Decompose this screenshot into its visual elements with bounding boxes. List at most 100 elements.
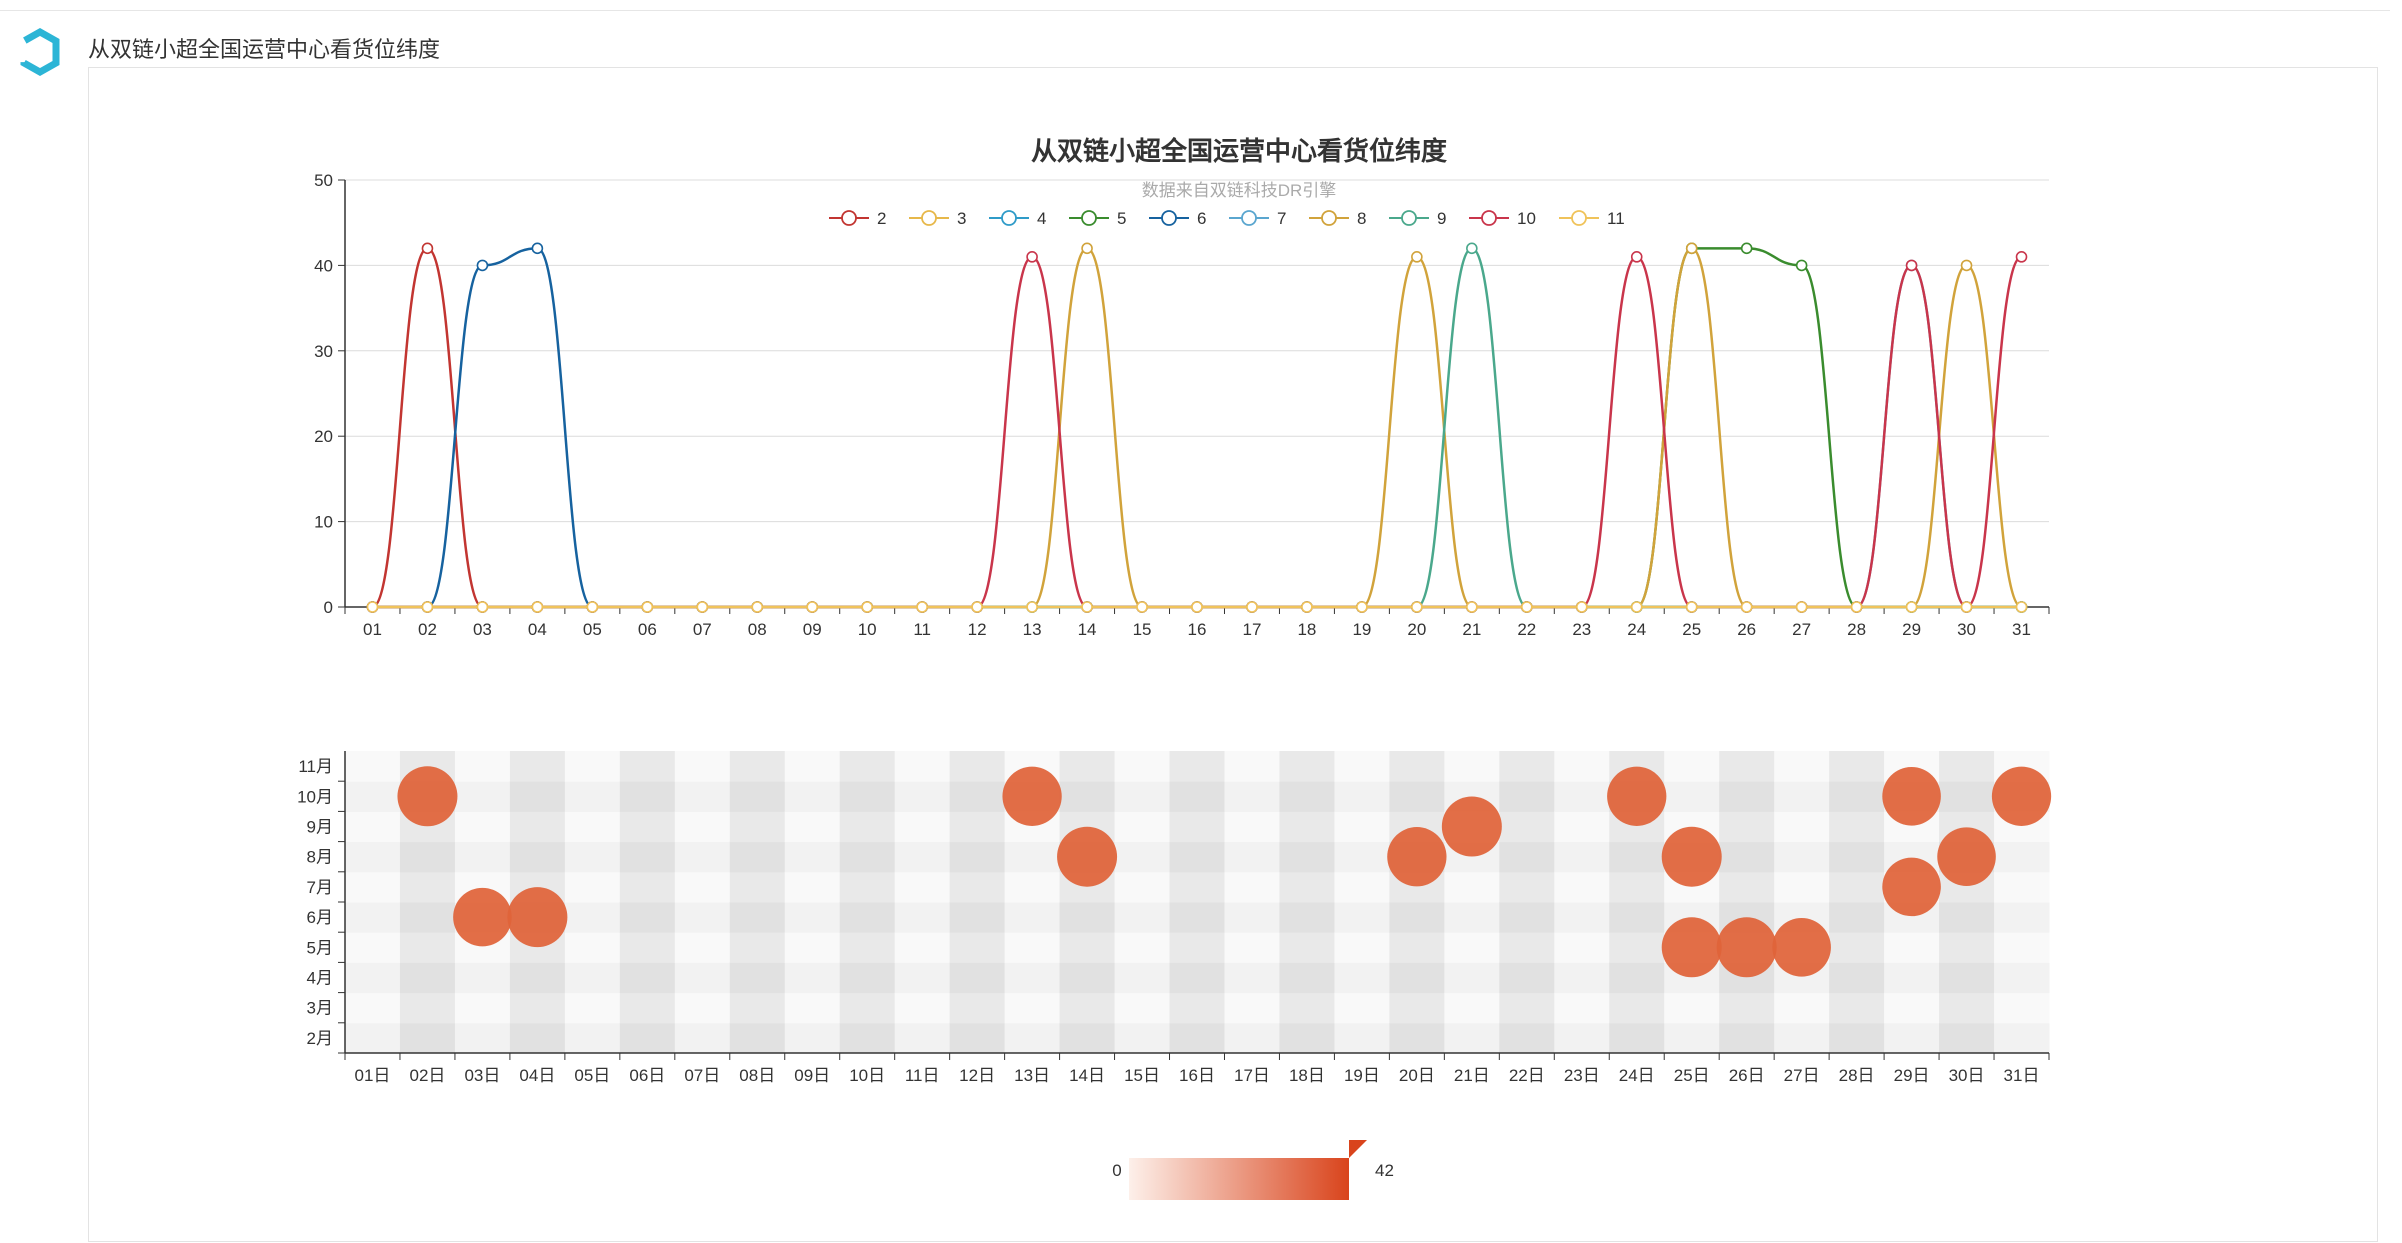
legend-item-5[interactable]: 5 [1069,209,1126,228]
data-point[interactable] [531,601,544,613]
x-tick-label: 16 [1188,620,1207,639]
data-point[interactable] [2015,251,2028,263]
bubble-point[interactable] [1387,827,1447,887]
data-point[interactable] [476,259,489,272]
grid-cell [1114,992,1171,1024]
data-point[interactable] [1356,601,1368,613]
data-point[interactable] [1136,601,1148,613]
visual-map-handle[interactable] [1349,1140,1367,1158]
data-point[interactable] [751,601,764,613]
bubble-point[interactable] [1716,917,1777,978]
data-point[interactable] [1740,242,1753,255]
grid-cell [1609,962,1665,994]
data-point[interactable] [1466,242,1478,255]
grid-cell [1004,1022,1061,1054]
data-point[interactable] [366,601,379,613]
grid-cell [1389,962,1445,994]
bubble-point[interactable] [1661,826,1722,887]
data-point[interactable] [1795,601,1808,613]
data-point[interactable] [1850,601,1863,613]
legend-item-9[interactable]: 9 [1389,209,1446,228]
x-tick-label: 17 [1243,620,1262,639]
data-point[interactable] [2015,601,2028,613]
grid-cell [1829,841,1885,873]
grid-cell [1554,962,1610,994]
data-point[interactable] [1191,601,1203,613]
data-point[interactable] [476,601,489,613]
data-point[interactable] [641,601,654,613]
bubble-point[interactable] [1772,918,1831,977]
legend-item-7[interactable]: 7 [1229,209,1286,228]
data-point[interactable] [1411,251,1423,263]
legend-item-11[interactable]: 11 [1559,209,1625,228]
data-point[interactable] [586,601,599,613]
grid-cell [1499,992,1555,1024]
data-point[interactable] [1685,601,1698,613]
legend-item-6[interactable]: 6 [1149,209,1206,228]
data-point[interactable] [1026,601,1038,613]
legend-item-3[interactable]: 3 [909,209,966,228]
bubble-point[interactable] [1002,766,1062,826]
legend-swatch-marker [1401,210,1417,226]
bubble-point[interactable] [507,887,568,948]
bubble-point[interactable] [1441,796,1502,857]
legend-item-8[interactable]: 8 [1309,209,1366,228]
grid-cell [839,962,896,994]
data-point[interactable] [1575,601,1588,613]
data-point[interactable] [1411,601,1423,613]
data-point[interactable] [1905,259,1918,272]
y-tick-label: 50 [314,171,333,190]
data-point[interactable] [1960,259,1973,272]
data-point[interactable] [1301,601,1313,613]
data-point[interactable] [1905,601,1918,613]
grid-cell [1334,871,1390,903]
bubble-point[interactable] [1882,857,1941,917]
data-point[interactable] [916,601,928,613]
data-point[interactable] [971,601,983,613]
data-point[interactable] [1630,251,1643,263]
bubble-point[interactable] [1057,826,1118,887]
grid-cell [345,902,401,933]
visual-map-gradient-bar[interactable] [1129,1158,1349,1200]
grid-cell [1499,841,1555,873]
bubble-point[interactable] [1991,766,2052,826]
grid-cell [1829,811,1885,843]
data-point[interactable] [421,242,434,255]
grid-cell [1279,781,1335,812]
data-point[interactable] [1081,601,1093,613]
grid-cell [1114,902,1171,933]
legend-item-2[interactable]: 2 [829,209,886,228]
data-point[interactable] [1466,601,1478,613]
data-point[interactable] [421,601,434,613]
data-point[interactable] [1081,242,1093,255]
data-point[interactable] [1026,251,1038,263]
data-point[interactable] [1740,601,1753,613]
data-point[interactable] [1960,601,1973,613]
data-point[interactable] [861,601,873,613]
grid-cell [1829,1022,1885,1054]
data-point[interactable] [806,601,819,613]
data-point[interactable] [1521,601,1533,613]
bubble-point[interactable] [1607,766,1667,826]
data-point[interactable] [531,242,544,255]
data-point[interactable] [1630,601,1643,613]
grid-cell [894,871,951,903]
bubble-point[interactable] [1882,767,1941,826]
bubble-point[interactable] [397,766,458,827]
legend-item-4[interactable]: 4 [989,209,1046,228]
bubble-point[interactable] [453,887,512,947]
data-point[interactable] [1795,259,1808,272]
grid-cell [564,902,621,933]
bubble-point[interactable] [1661,917,1722,978]
grid-cell [1554,932,1610,963]
grid-cell [674,871,731,903]
bubble-point[interactable] [1937,827,1996,886]
grid-cell [1499,1022,1555,1054]
legend-item-10[interactable]: 10 [1469,209,1536,228]
data-point[interactable] [696,601,709,613]
data-point[interactable] [1246,601,1258,613]
grid-cell [674,811,731,843]
grid-cell [949,841,1006,873]
grid-cell [1334,1022,1390,1054]
data-point[interactable] [1685,242,1698,255]
